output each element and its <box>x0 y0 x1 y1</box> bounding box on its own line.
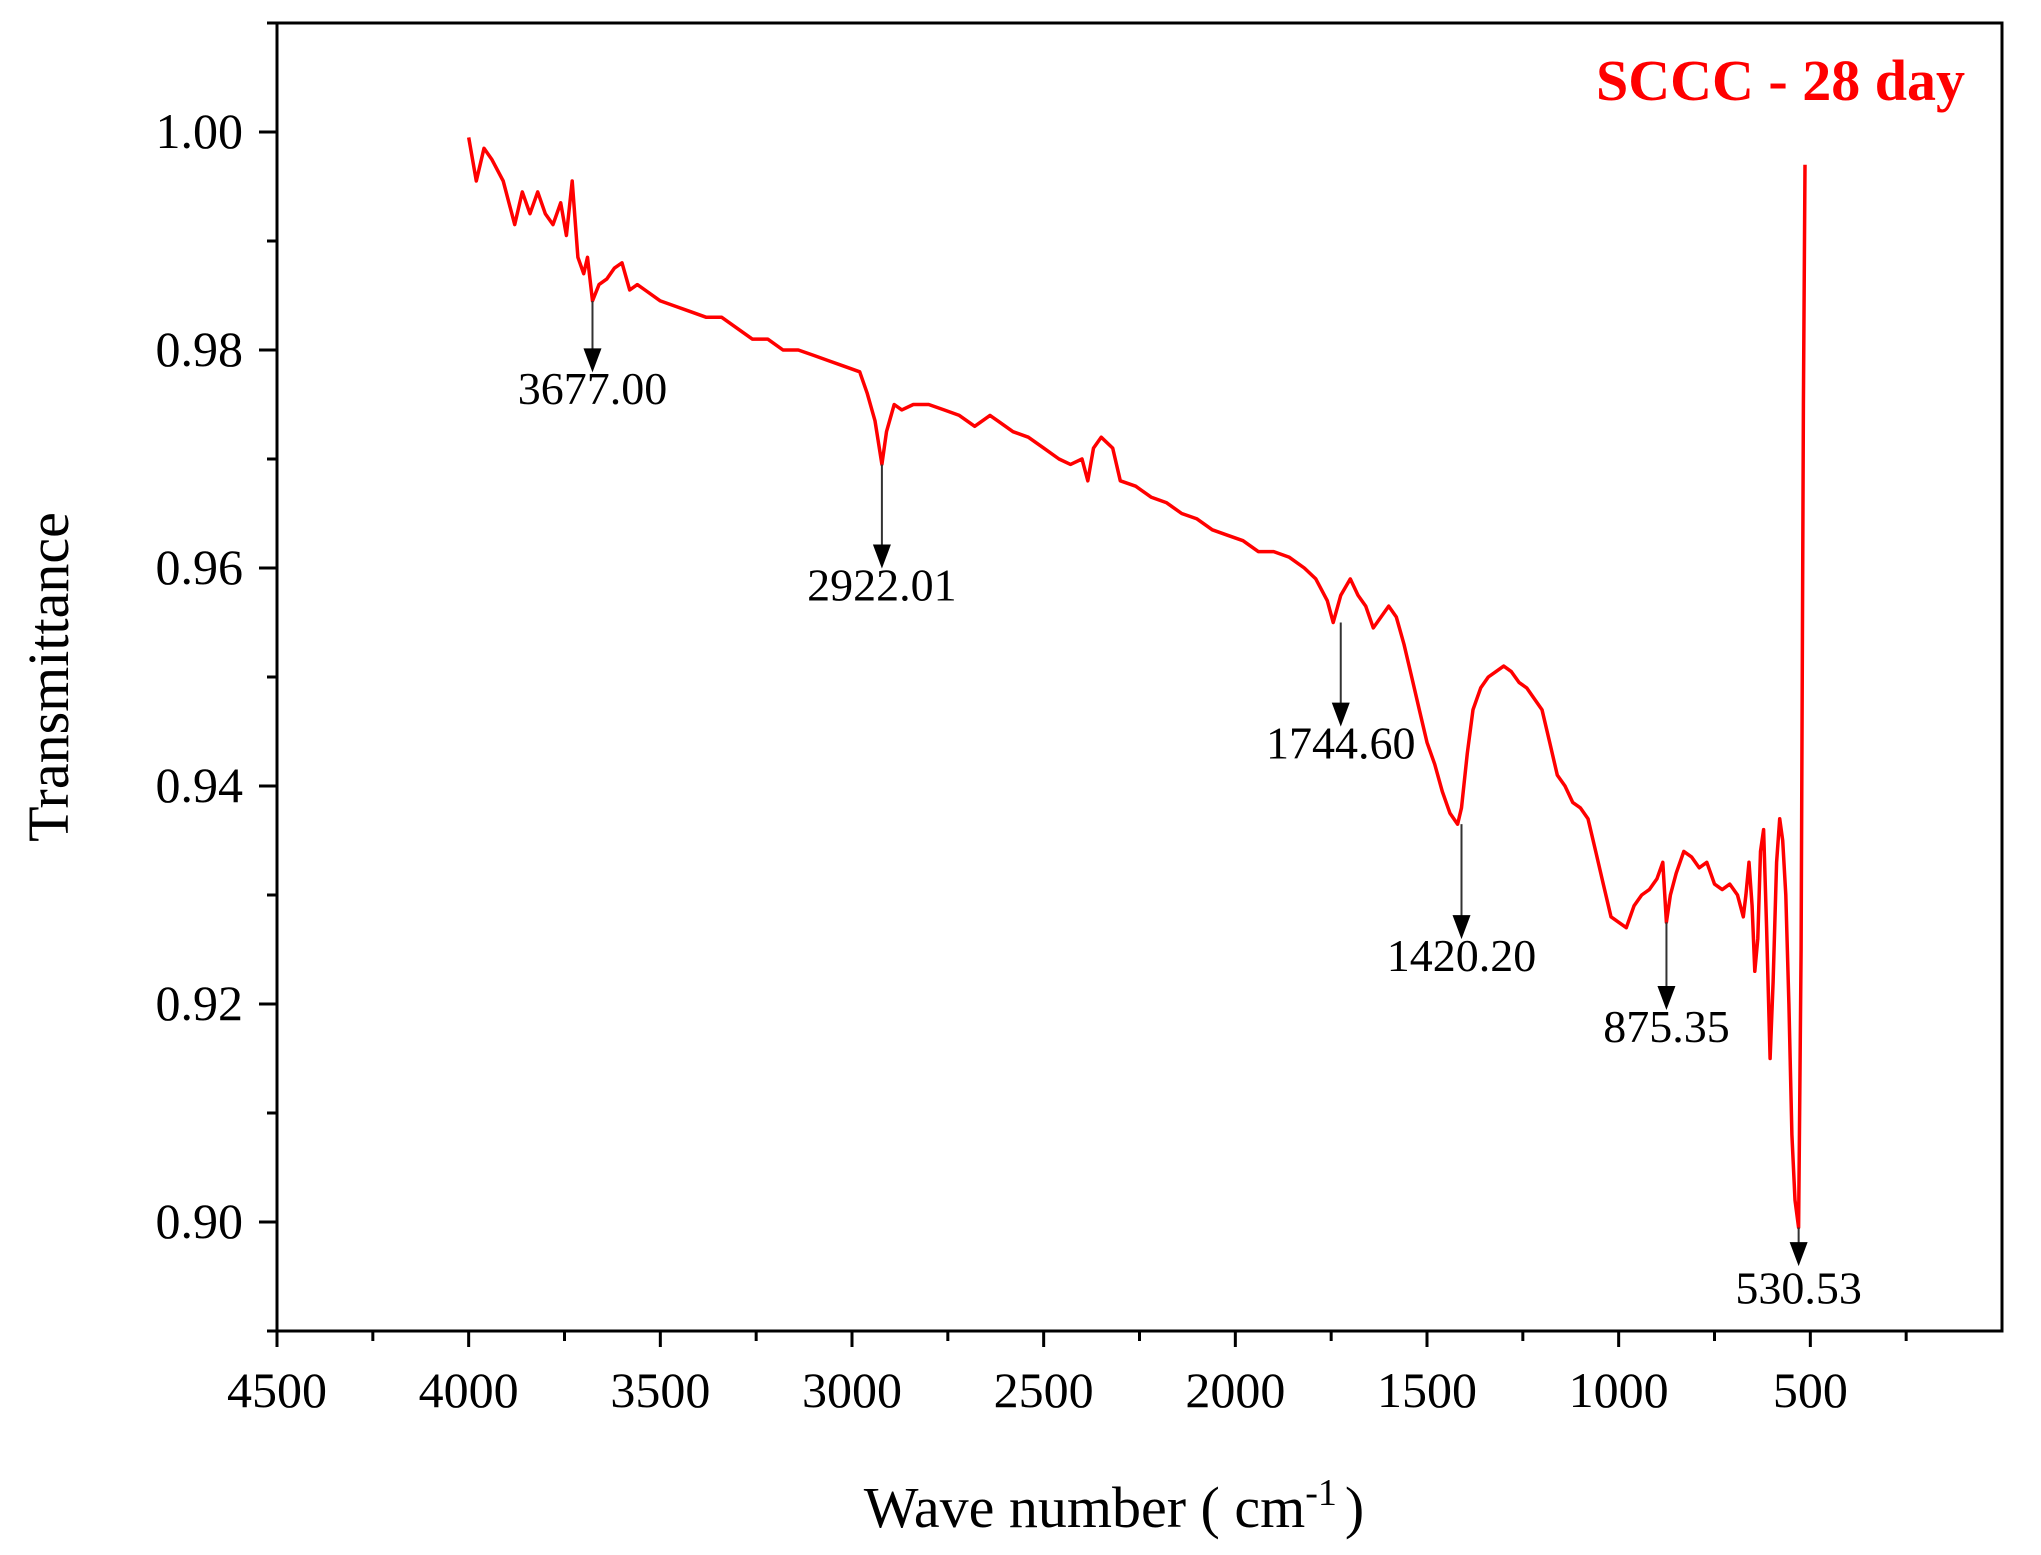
x-tick-label: 2500 <box>994 1362 1094 1418</box>
plot-frame <box>275 21 2004 1333</box>
y-tick-label: 0.96 <box>156 539 244 595</box>
peak-arrow-head <box>1789 1242 1808 1267</box>
y-axis-ticks: 0.90 0.92 0.94 0.96 0.98 1.00 <box>156 21 277 1333</box>
x-tick-label: 3000 <box>802 1362 902 1418</box>
x-tick-label: 4000 <box>419 1362 519 1418</box>
series-layer <box>466 137 1807 1230</box>
x-tick-label: 3500 <box>610 1362 710 1418</box>
x-tick-label: 2000 <box>1185 1362 1285 1418</box>
peak-arrow-head <box>1452 915 1471 940</box>
spectrum-line <box>466 137 1807 1230</box>
y-tick-label: 0.98 <box>156 321 244 377</box>
peak-arrow-head <box>583 348 602 373</box>
chart-title: SCCC - 28 day <box>1596 48 1965 113</box>
peak-arrow-head <box>1657 986 1676 1010</box>
x-axis-title-main: Wave number ( cm <box>864 1475 1305 1540</box>
peak-label: 1420.20 <box>1387 930 1537 981</box>
y-tick-label: 1.00 <box>156 103 244 159</box>
y-tick-label: 0.92 <box>156 975 244 1031</box>
x-tick-label: 500 <box>1773 1362 1848 1418</box>
y-axis-title: Transmittance <box>16 512 81 842</box>
peak-label: 530.53 <box>1735 1262 1862 1313</box>
x-axis-title: Wave number ( cm-1) <box>864 1472 1364 1540</box>
x-tick-label: 1000 <box>1569 1362 1669 1418</box>
peak-label: 875.35 <box>1603 1001 1730 1052</box>
y-tick-label: 0.90 <box>156 1193 244 1249</box>
peak-label: 3677.00 <box>518 363 668 414</box>
peak-label: 2922.01 <box>807 559 957 610</box>
y-tick-label: 0.94 <box>156 757 244 813</box>
x-axis-title-suffix: ) <box>1345 1475 1364 1540</box>
peak-annotations: 3677.00 2922.01 1744.60 1420.20 875.35 530.53 <box>518 300 1862 1313</box>
x-axis-ticks: 4500 4000 3500 3000 2500 2000 1500 1000 500 <box>227 1331 1908 1418</box>
x-axis-title-sup: -1 <box>1305 1472 1337 1514</box>
peak-arrow-head <box>872 544 891 569</box>
peak-label: 1744.60 <box>1266 717 1416 768</box>
peak-arrow-head <box>1331 702 1350 727</box>
x-tick-label: 1500 <box>1377 1362 1477 1418</box>
x-tick-label: 4500 <box>227 1362 327 1418</box>
